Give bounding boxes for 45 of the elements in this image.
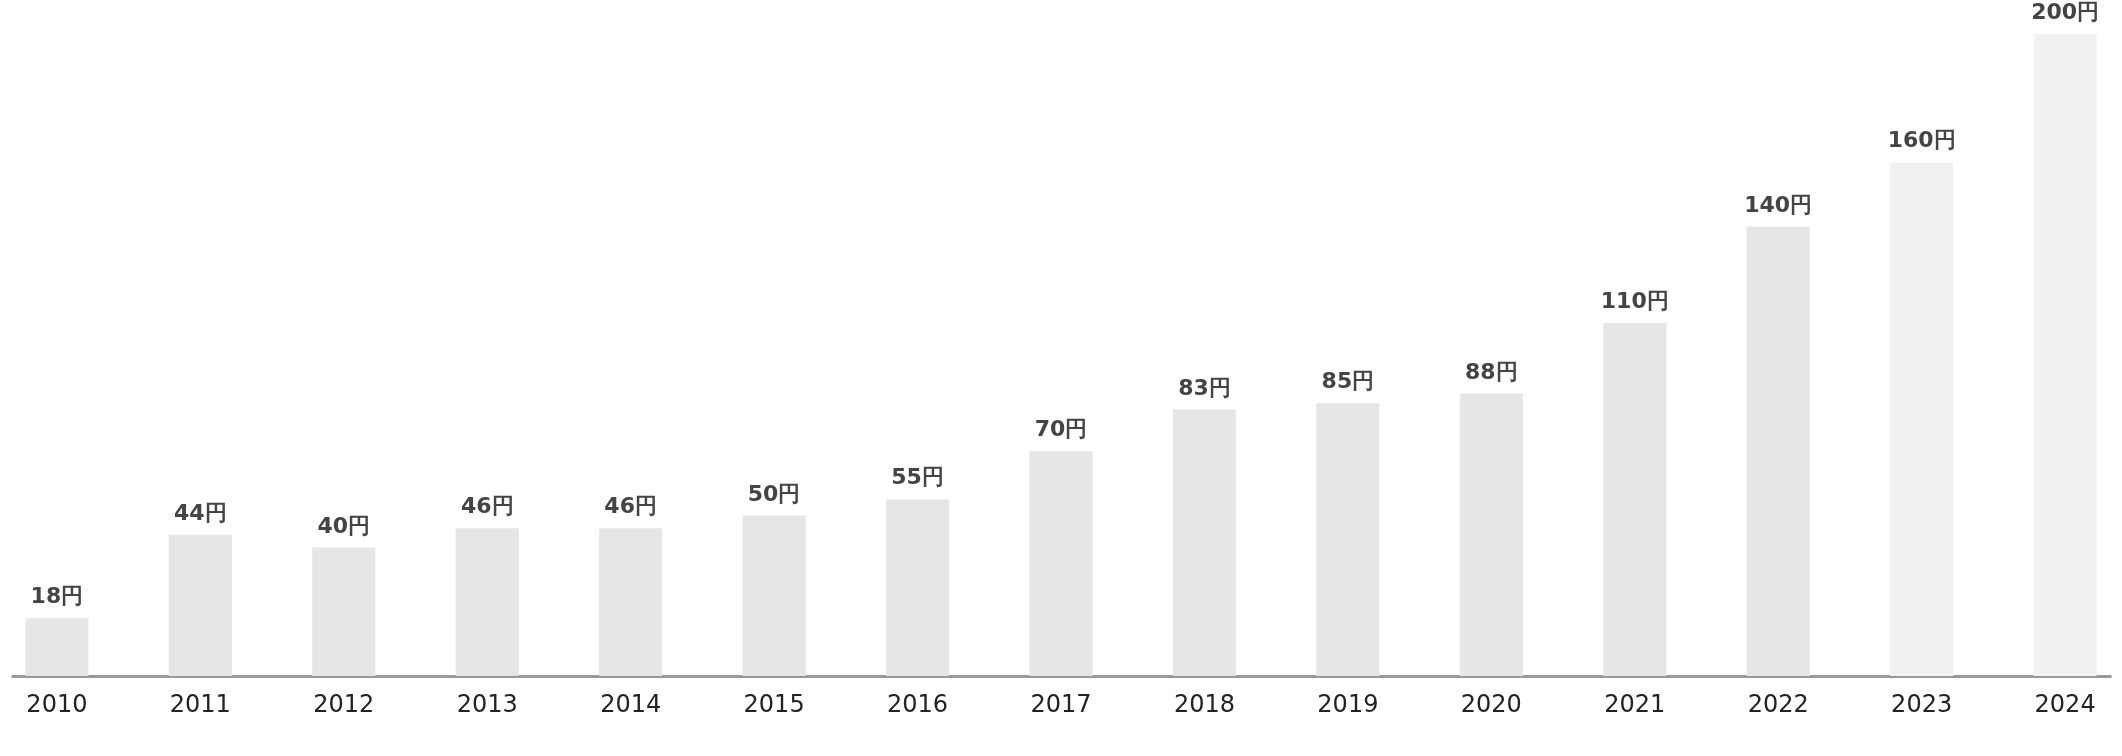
data-label: 55円 xyxy=(891,464,944,490)
x-tick-label: 2010 xyxy=(26,689,88,718)
bar xyxy=(1172,409,1236,676)
bar xyxy=(742,515,806,676)
data-label: 44円 xyxy=(174,499,227,525)
x-tick-label: 2011 xyxy=(169,689,231,718)
data-label: 70円 xyxy=(1034,416,1088,442)
x-tick-label: 2013 xyxy=(456,689,518,718)
data-label: 40円 xyxy=(317,512,371,538)
bar xyxy=(1316,403,1380,676)
data-label: 18円 xyxy=(30,583,84,609)
data-label: 88円 xyxy=(1465,358,1518,384)
data-label: 85円 xyxy=(1321,368,1375,394)
x-tick-label: 2017 xyxy=(1030,689,1092,718)
x-tick-label: 2012 xyxy=(313,689,375,718)
x-tick-label: 2018 xyxy=(1173,689,1235,718)
bar xyxy=(886,499,950,676)
bar xyxy=(1746,226,1810,676)
data-label: 46円 xyxy=(460,493,514,519)
data-label: 46円 xyxy=(604,493,657,519)
bar xyxy=(168,534,232,676)
data-label: 110円 xyxy=(1600,287,1669,313)
data-label: 140円 xyxy=(1744,191,1813,217)
bar xyxy=(455,528,519,676)
bar xyxy=(25,618,89,676)
data-label: 83円 xyxy=(1178,374,1231,400)
x-tick-label: 2024 xyxy=(2034,689,2096,718)
data-label: 160円 xyxy=(1887,127,1956,153)
bar xyxy=(1890,162,1954,676)
bar xyxy=(1603,322,1667,676)
bar xyxy=(312,547,376,676)
bar xyxy=(1029,451,1093,676)
x-tick-label: 2016 xyxy=(887,689,949,718)
bar xyxy=(2033,34,2097,676)
x-tick-label: 2023 xyxy=(1891,689,1953,718)
x-tick-label: 2022 xyxy=(1747,689,1809,718)
x-tick-label: 2021 xyxy=(1604,689,1666,718)
x-tick-label: 2019 xyxy=(1317,689,1379,718)
x-tick-label: 2015 xyxy=(743,689,805,718)
data-label: 200円 xyxy=(2031,0,2100,24)
bar xyxy=(599,528,663,676)
x-tick-label: 2014 xyxy=(600,689,662,718)
bar xyxy=(1459,393,1523,676)
x-tick-label: 2020 xyxy=(1460,689,1522,718)
data-label: 50円 xyxy=(747,480,801,506)
